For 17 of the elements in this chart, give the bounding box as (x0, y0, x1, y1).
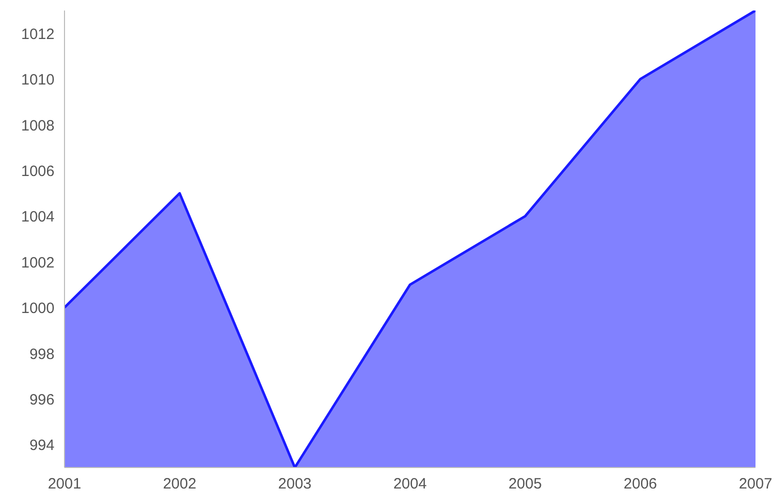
y-tick-label: 1004 (21, 208, 55, 226)
y-tick-label: 996 (29, 391, 55, 408)
y-tick-label: 1010 (21, 72, 55, 89)
x-tick-label: 2006 (624, 476, 658, 492)
y-tick-label: 1006 (21, 162, 55, 180)
x-tick-label: 2005 (508, 476, 542, 492)
y-tick-label: 994 (29, 437, 55, 454)
x-tick-label: 2001 (48, 476, 82, 492)
x-tick-label: 2004 (393, 476, 427, 492)
y-tick-label: 1012 (21, 26, 55, 43)
y-tick-label: 998 (29, 346, 55, 363)
x-tick-label: 2003 (278, 476, 312, 492)
y-tick-label: 1002 (21, 254, 55, 272)
y-tick-label: 1008 (21, 117, 55, 134)
y-tick-label: 1000 (21, 300, 55, 318)
x-tick-label: 2007 (738, 476, 772, 492)
x-tick-label: 2002 (162, 476, 196, 492)
